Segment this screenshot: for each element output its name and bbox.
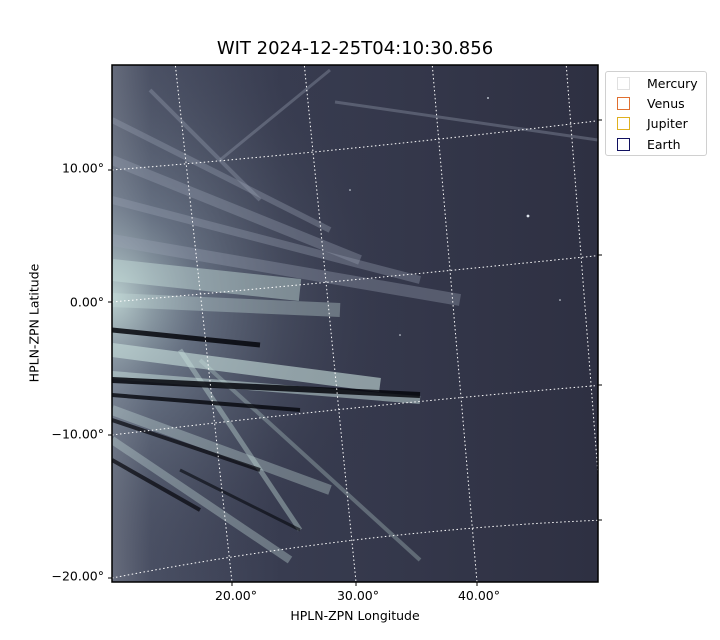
legend-item-venus: Venus — [617, 95, 685, 111]
legend-label: Venus — [647, 95, 685, 111]
y-tick-label: 10.00° — [61, 160, 104, 176]
legend-swatch — [617, 116, 630, 130]
y-tick-label: −20.00° — [51, 568, 104, 584]
coronagraph-image — [112, 65, 598, 582]
x-tick-label: 20.00° — [214, 588, 258, 603]
plot-title: WIT 2024-12-25T04:10:30.856 — [216, 38, 494, 59]
legend-swatch — [617, 137, 630, 151]
x-ticks — [231, 582, 478, 586]
legend-label: Jupiter — [647, 115, 688, 131]
y-tick-label: 0.00° — [69, 294, 104, 310]
legend-item-mercury: Mercury — [617, 75, 698, 91]
x-tick-label: 30.00° — [336, 588, 380, 603]
legend-label: Earth — [647, 136, 681, 152]
coordinate-grid — [112, 65, 598, 582]
plot-frame — [111, 64, 599, 583]
legend-item-jupiter: Jupiter — [617, 115, 688, 131]
x-axis-label: HPLN-ZPN Longitude — [290, 608, 420, 623]
legend-swatch — [617, 76, 630, 90]
y-axis-label: HPLN-ZPN Latitude — [26, 263, 42, 383]
x-tick-label: 40.00° — [457, 588, 501, 603]
y-ticks — [108, 119, 602, 579]
legend-item-earth: Earth — [617, 136, 681, 152]
y-tick-label: −10.00° — [51, 426, 104, 442]
legend: Mercury Venus Jupiter Earth — [605, 71, 707, 156]
legend-label: Mercury — [647, 75, 698, 91]
legend-swatch — [617, 96, 630, 110]
